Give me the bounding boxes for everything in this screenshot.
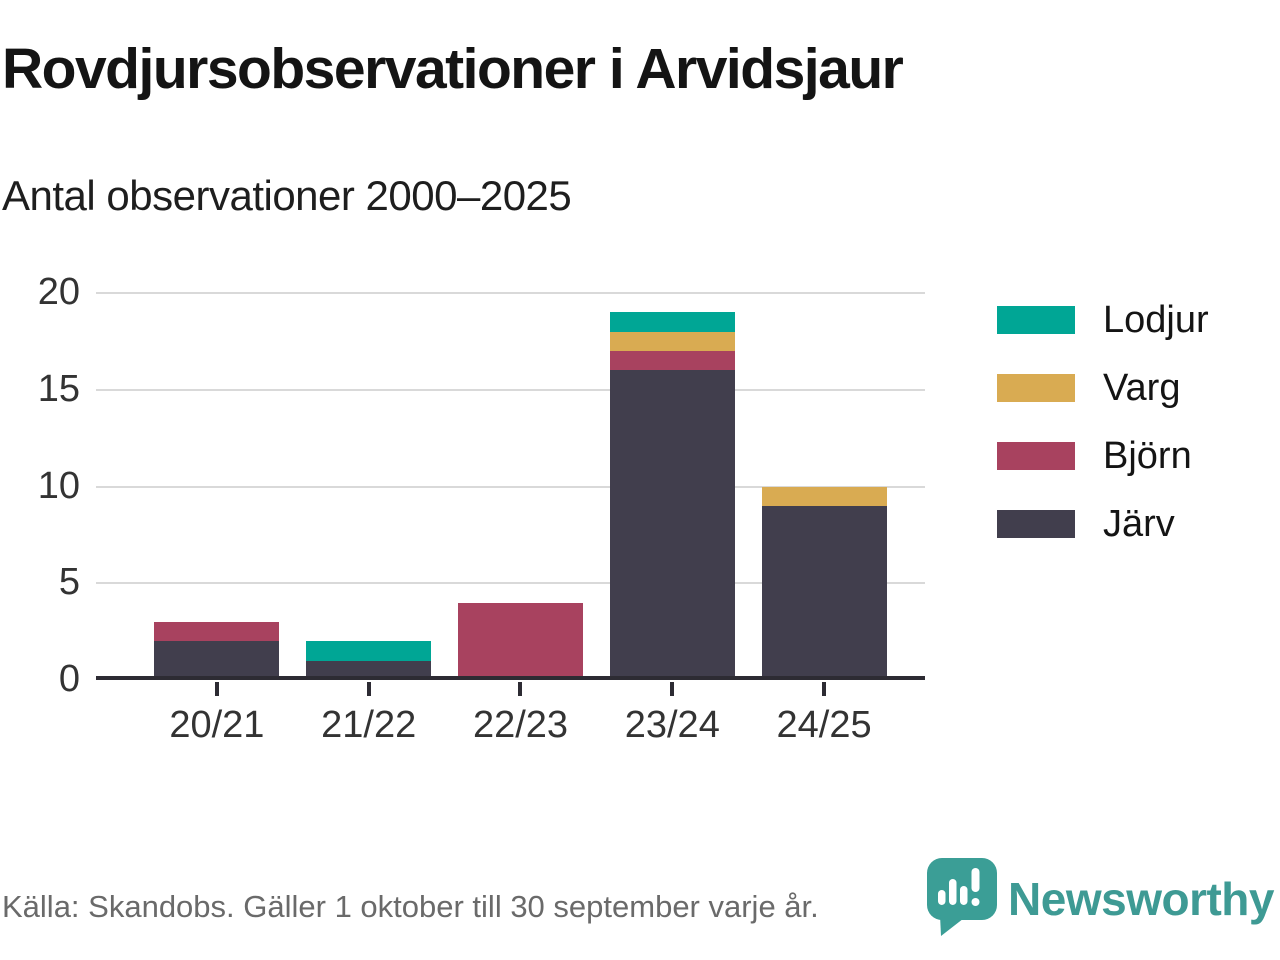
brand-logo: Newsworthy bbox=[924, 855, 1274, 942]
gridline-15 bbox=[96, 388, 925, 391]
bar-segment-22-23-Björn bbox=[457, 602, 583, 680]
x-axis-labels: 20/21 21/22 22/23 23/24 24/25 bbox=[96, 702, 925, 747]
x-tick-label-20-21: 20/21 bbox=[169, 704, 265, 746]
bar-segment-23-24-Varg bbox=[609, 331, 735, 352]
newsworthy-bubble-chart-icon bbox=[924, 855, 1000, 942]
stacked-bar-23-24 bbox=[609, 312, 735, 680]
bar-slot-21-22 bbox=[293, 293, 445, 680]
x-tick-slot-22-23 bbox=[445, 682, 597, 698]
stacked-bar-24-25 bbox=[761, 486, 887, 680]
chart-subtitle: Antal observationer 2000–2025 bbox=[2, 172, 572, 219]
y-tick-label-10: 10 bbox=[37, 464, 80, 507]
x-tick-slot-21-22 bbox=[293, 682, 445, 698]
bar-segment-21-22-Järv bbox=[306, 660, 432, 680]
gridline-10 bbox=[96, 485, 925, 488]
legend-item-Björn: Björn bbox=[997, 437, 1209, 475]
x-tick-label-21-22: 21/22 bbox=[321, 704, 417, 746]
x-tick-slot-24-25 bbox=[748, 682, 900, 698]
legend-label-Björn: Björn bbox=[1103, 435, 1192, 477]
gridline-20 bbox=[96, 292, 925, 294]
gridline-5 bbox=[96, 582, 925, 585]
bar-segment-20-21-Björn bbox=[154, 621, 280, 642]
x-tick-label-22-23: 22/23 bbox=[472, 704, 569, 746]
legend-swatch-Järv bbox=[997, 510, 1075, 538]
bar-slot-22-23 bbox=[445, 293, 597, 680]
stacked-bar-22-23 bbox=[457, 602, 583, 680]
bar-chart-area bbox=[96, 293, 925, 680]
legend-label-Järv: Järv bbox=[1103, 503, 1175, 545]
y-tick-label-15: 15 bbox=[37, 367, 80, 410]
bar-segment-23-24-Järv bbox=[609, 370, 735, 680]
x-tick-mark bbox=[670, 682, 675, 696]
chart-title: Rovdjursobservationer i Arvidsjaur bbox=[2, 37, 904, 101]
stacked-bar-20-21 bbox=[154, 621, 280, 680]
y-tick-label-20: 20 bbox=[37, 271, 80, 313]
bar-segment-23-24-Lodjur bbox=[609, 312, 735, 332]
y-tick-label-0: 0 bbox=[58, 658, 80, 700]
bar-segment-24-25-Järv bbox=[761, 505, 887, 680]
bar-segment-21-22-Lodjur bbox=[306, 641, 432, 661]
legend-item-Järv: Järv bbox=[997, 505, 1209, 543]
bar-slot-20-21 bbox=[141, 293, 293, 680]
x-tick-slot-20-21 bbox=[141, 682, 293, 698]
x-axis-ticks bbox=[96, 682, 925, 698]
x-tick-mark bbox=[822, 682, 827, 696]
stacked-bar-21-22 bbox=[306, 641, 432, 680]
bar-segment-20-21-Järv bbox=[154, 641, 280, 680]
legend-swatch-Lodjur bbox=[997, 306, 1075, 334]
y-axis-labels: 0 5 10 15 20 bbox=[0, 272, 80, 699]
legend-item-Varg: Varg bbox=[997, 369, 1209, 407]
x-tick-mark bbox=[214, 682, 219, 696]
legend-label-Varg: Varg bbox=[1103, 367, 1181, 409]
bar-segment-24-25-Varg bbox=[761, 486, 887, 506]
source-note: Källa: Skandobs. Gäller 1 oktober till 3… bbox=[2, 889, 819, 924]
x-tick-mark bbox=[518, 682, 523, 696]
gridlines bbox=[96, 292, 925, 680]
bar-slot-24-25 bbox=[748, 293, 900, 680]
legend-item-Lodjur: Lodjur bbox=[997, 301, 1209, 339]
brand-name: Newsworthy bbox=[1008, 872, 1274, 925]
y-tick-label-5: 5 bbox=[58, 561, 80, 604]
legend-swatch-Varg bbox=[997, 374, 1075, 402]
legend: Lodjur Varg Björn Järv bbox=[997, 301, 1209, 543]
bar-segment-23-24-Björn bbox=[609, 351, 735, 371]
gridline-0 bbox=[96, 676, 925, 680]
x-tick-mark bbox=[366, 682, 371, 696]
x-tick-label-23-24: 23/24 bbox=[624, 704, 720, 746]
legend-label-Lodjur: Lodjur bbox=[1103, 299, 1209, 341]
x-tick-slot-23-24 bbox=[596, 682, 748, 698]
legend-swatch-Björn bbox=[997, 442, 1075, 470]
bar-slot-23-24 bbox=[596, 293, 748, 680]
x-tick-label-24-25: 24/25 bbox=[776, 704, 872, 746]
